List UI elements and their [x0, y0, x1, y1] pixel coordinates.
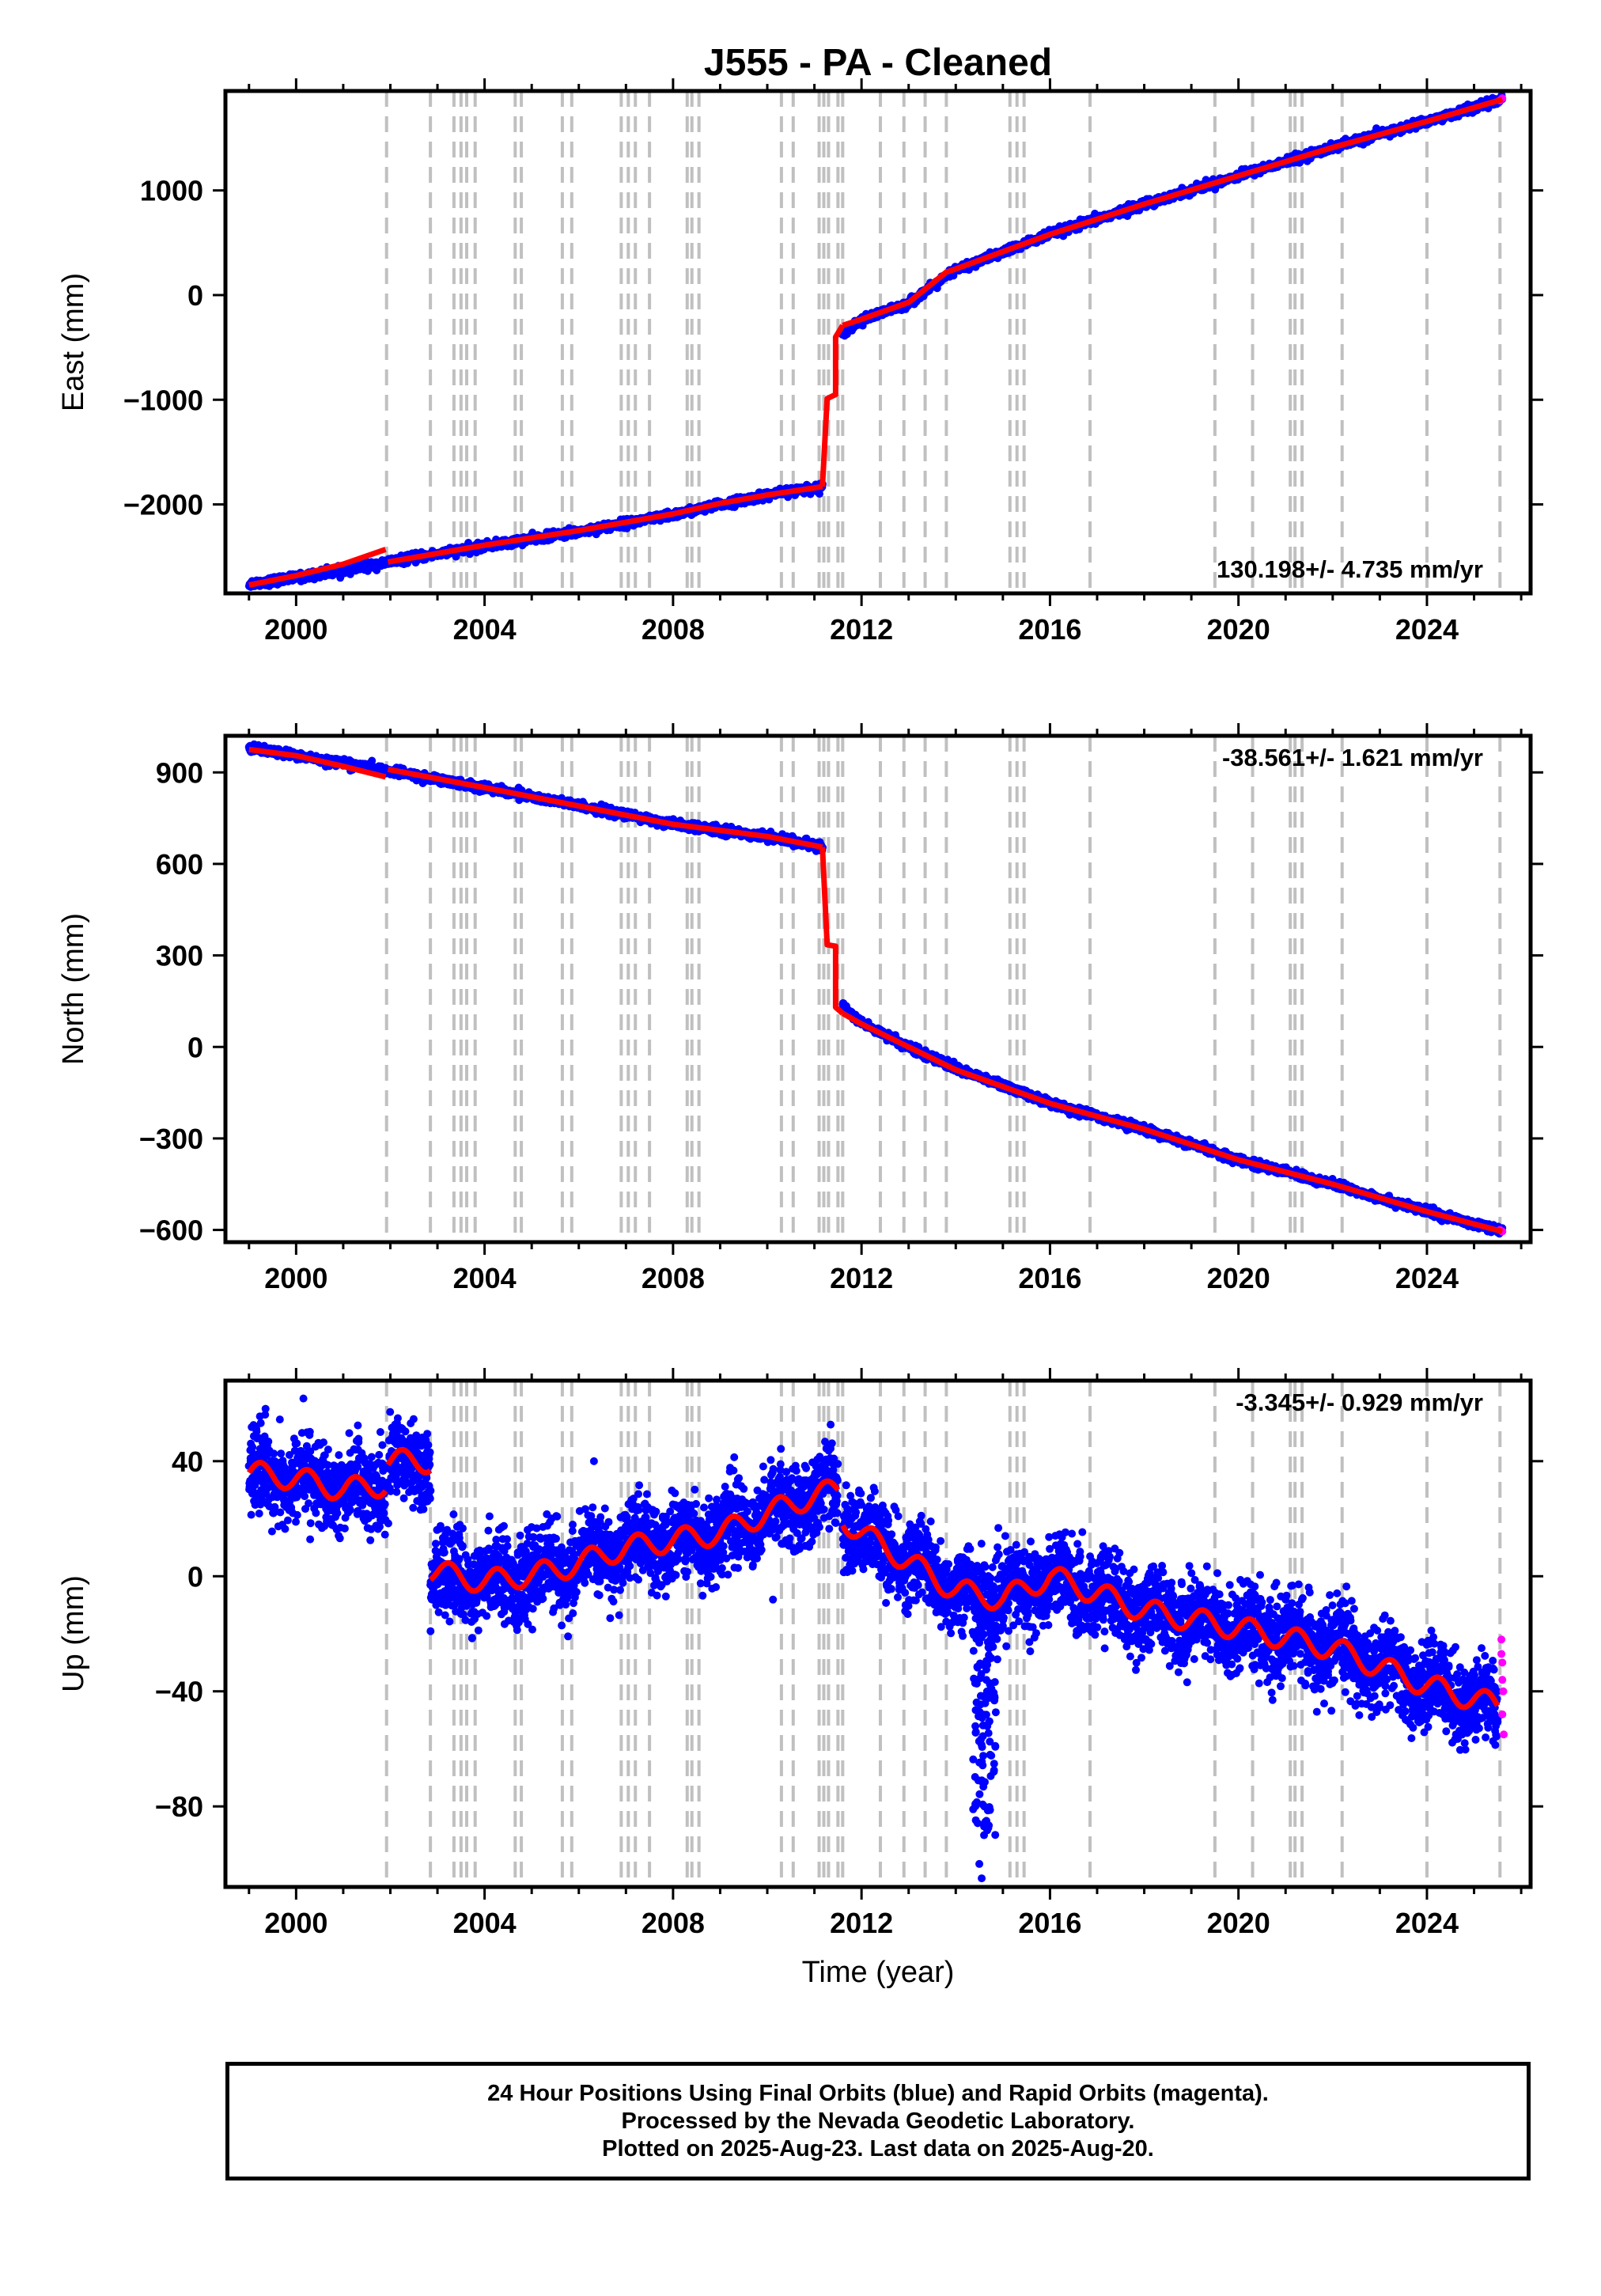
x-tick-label: 2008 [642, 613, 705, 646]
x-tick-label: 2020 [1207, 613, 1270, 646]
plot-area [244, 736, 1507, 1242]
model-fit-line [248, 97, 1504, 588]
x-tick-label: 2012 [830, 613, 893, 646]
model-fit-segment [387, 483, 823, 565]
y-tick-label: 1000 [140, 175, 203, 207]
final-orbit-points [244, 91, 1506, 591]
model-fit-segment [819, 324, 846, 487]
x-axis: 2000 2004 2008 2012 2016 2020 2024 [248, 78, 1523, 646]
event-lines [384, 736, 1502, 1242]
plot-area [244, 91, 1507, 593]
panel-north: 2000 2004 2008 2012 2016 2020 2024−600−3000300… [57, 723, 1543, 1294]
final-orbit-points [244, 740, 1507, 1238]
y-tick-label: −2000 [123, 489, 203, 521]
y-axis: −2000 −1000 0 1000 [123, 175, 1543, 521]
x-tick-label: 2004 [453, 613, 517, 646]
event-lines [384, 91, 1502, 593]
y-tick-label: −1000 [123, 384, 203, 416]
chart-title: J555 - PA - Cleaned [704, 42, 1052, 84]
x-tick-label: 2000 [264, 613, 327, 646]
model-fit-segment [842, 97, 1504, 328]
panel-east: 2000 2004 2008 2012 2016 2020 2024 −2000 −1000 0 1… [57, 78, 1543, 646]
panel-frame [223, 89, 1533, 596]
y-tick-label: 0 [187, 279, 203, 312]
model-fit-segment [248, 547, 387, 588]
velocity-label: 130.198+/- 4.735 mm/yr [1217, 555, 1483, 583]
x-tick-label: 2024 [1395, 613, 1459, 646]
y-axis-label: East (mm) [57, 273, 90, 411]
x-tick-label: 2016 [1018, 613, 1081, 646]
